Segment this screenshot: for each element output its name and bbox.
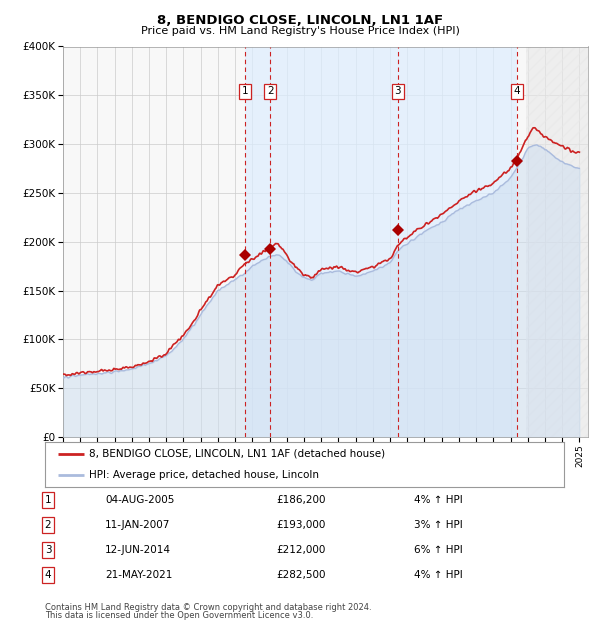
Text: 12-JUN-2014: 12-JUN-2014 [105, 545, 171, 555]
Text: 1: 1 [44, 495, 52, 505]
Text: 8, BENDIGO CLOSE, LINCOLN, LN1 1AF (detached house): 8, BENDIGO CLOSE, LINCOLN, LN1 1AF (deta… [89, 449, 385, 459]
Text: 2: 2 [44, 520, 52, 530]
Text: 04-AUG-2005: 04-AUG-2005 [105, 495, 175, 505]
Text: £193,000: £193,000 [276, 520, 325, 530]
Text: Contains HM Land Registry data © Crown copyright and database right 2024.: Contains HM Land Registry data © Crown c… [45, 603, 371, 612]
Text: 4: 4 [44, 570, 52, 580]
Text: HPI: Average price, detached house, Lincoln: HPI: Average price, detached house, Linc… [89, 470, 319, 480]
Text: 11-JAN-2007: 11-JAN-2007 [105, 520, 170, 530]
Text: Price paid vs. HM Land Registry's House Price Index (HPI): Price paid vs. HM Land Registry's House … [140, 26, 460, 36]
Text: 21-MAY-2021: 21-MAY-2021 [105, 570, 172, 580]
Text: 4% ↑ HPI: 4% ↑ HPI [414, 495, 463, 505]
Text: 8, BENDIGO CLOSE, LINCOLN, LN1 1AF: 8, BENDIGO CLOSE, LINCOLN, LN1 1AF [157, 14, 443, 27]
Text: 3: 3 [394, 86, 401, 97]
Text: 3% ↑ HPI: 3% ↑ HPI [414, 520, 463, 530]
Text: £186,200: £186,200 [276, 495, 325, 505]
Text: 4: 4 [514, 86, 520, 97]
Text: £282,500: £282,500 [276, 570, 325, 580]
Text: 3: 3 [44, 545, 52, 555]
Text: This data is licensed under the Open Government Licence v3.0.: This data is licensed under the Open Gov… [45, 611, 313, 620]
Text: 2: 2 [267, 86, 274, 97]
Bar [526, 46, 588, 437]
Bar [245, 46, 517, 437]
Text: £212,000: £212,000 [276, 545, 325, 555]
Text: 4% ↑ HPI: 4% ↑ HPI [414, 570, 463, 580]
Text: 6% ↑ HPI: 6% ↑ HPI [414, 545, 463, 555]
Text: 1: 1 [242, 86, 248, 97]
